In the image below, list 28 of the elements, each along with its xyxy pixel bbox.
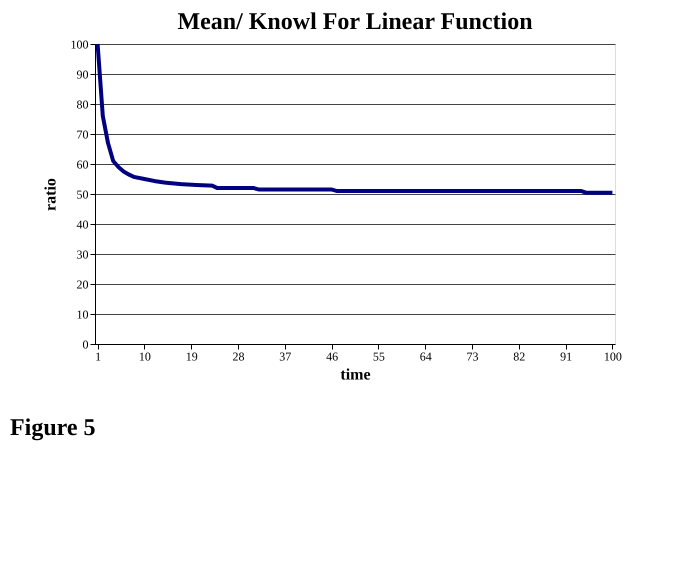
x-tick-label: 55	[372, 350, 385, 364]
x-tick-label: 46	[326, 350, 338, 364]
y-tick-label: 50	[76, 188, 88, 202]
y-tick-label: 60	[76, 158, 88, 172]
y-tick-label: 0	[82, 338, 88, 352]
x-tick-label: 73	[466, 350, 478, 364]
y-tick-label: 30	[76, 248, 88, 262]
x-tick-label: 37	[279, 350, 292, 364]
y-tick-label: 70	[76, 128, 88, 142]
x-tick-label: 64	[420, 350, 432, 364]
y-axis-title: ratio	[42, 178, 60, 211]
x-tick-label: 82	[513, 350, 526, 364]
caption: Figure 5	[10, 415, 96, 441]
x-tick-label: 100	[604, 350, 622, 364]
chart-title: Mean/ Knowl For Linear Function	[177, 9, 533, 35]
y-tick-label: 80	[76, 98, 88, 112]
x-tick-label: 10	[138, 350, 151, 364]
x-tick-label: 91	[560, 350, 572, 364]
y-tick-label: 90	[76, 68, 88, 82]
y-tick-label: 40	[76, 218, 88, 232]
y-tick-label: 20	[76, 278, 88, 292]
y-tick-label: 100	[70, 38, 88, 52]
y-tick-label: 10	[76, 308, 88, 322]
x-tick-label: 1	[95, 350, 102, 364]
x-tick-label: 28	[232, 350, 244, 364]
x-axis-title: time	[340, 366, 371, 384]
x-tick-label: 19	[186, 350, 198, 364]
line-series	[96, 42, 614, 195]
